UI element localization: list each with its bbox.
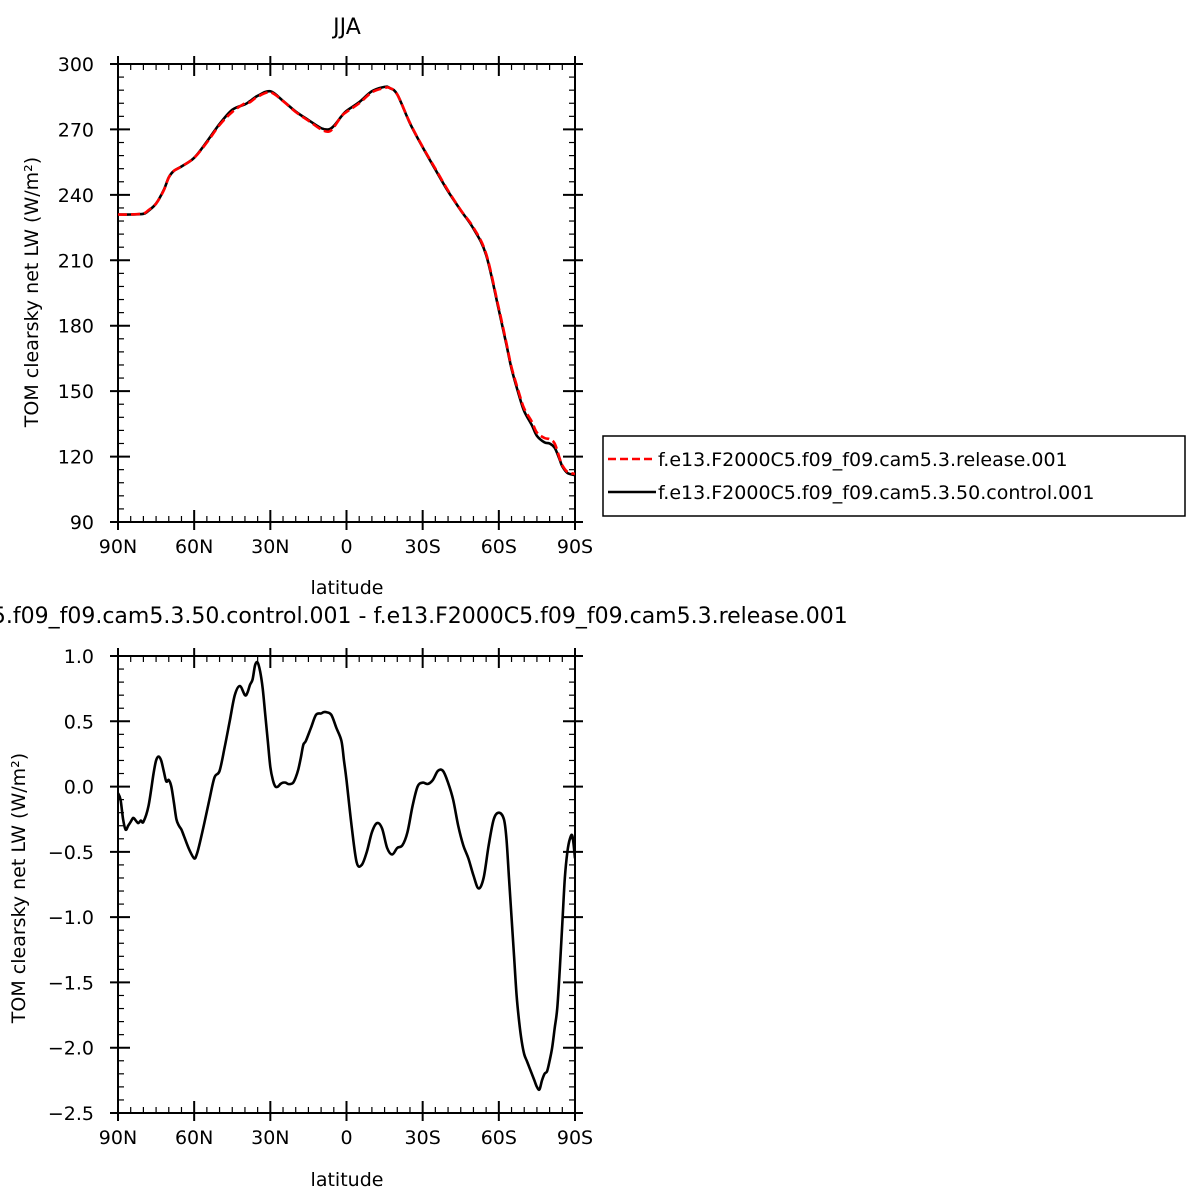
x-tick-label: 60N: [175, 1127, 213, 1149]
top-panel: JJA TOM clearsky net LW (W/m²) 90N 60N 30N…: [21, 15, 1186, 599]
top-y-label-text: TOM clearsky net LW (W/m²): [21, 157, 43, 428]
x-tick-label: 0: [340, 536, 352, 558]
bottom-y-label-text: TOM clearsky net LW (W/m²): [8, 753, 30, 1024]
x-tick-label: 30N: [251, 1127, 289, 1149]
series-line-1: [118, 85, 575, 477]
top-plot-area: 90N 60N 30N 0 30S 60S 90S 90 120 150 180 210 240 270 3…: [58, 54, 593, 558]
y-tick-label: 180: [58, 316, 94, 338]
x-tick-label: 30S: [405, 536, 441, 558]
y-tick-label: 120: [58, 447, 94, 469]
x-tick-label: 30N: [251, 536, 289, 558]
legend-label-release: f.e13.F2000C5.f09_f09.cam5.3.release.001: [658, 449, 1068, 471]
y-tick-label: −1.5: [48, 972, 94, 994]
x-tick-label: 60S: [481, 1127, 517, 1149]
legend: f.e13.F2000C5.f09_f09.cam5.3.release.001…: [602, 435, 1186, 517]
series-line-0: [118, 660, 575, 1092]
y-tick-label: 150: [58, 381, 94, 403]
y-tick-label: 0.5: [64, 711, 94, 733]
x-tick-label: 60N: [175, 536, 213, 558]
plot-frame: [117, 655, 576, 1114]
x-tick-label: 0: [340, 1127, 352, 1149]
y-tick-label: 210: [58, 250, 94, 272]
legend-label-control: f.e13.F2000C5.f09_f09.cam5.3.50.control.…: [658, 482, 1094, 504]
y-tick-label: 1.0: [64, 646, 94, 668]
y-tick-label: −2.5: [48, 1103, 94, 1125]
x-tick-label: 90N: [99, 1127, 137, 1149]
bottom-x-label: latitude: [311, 1169, 384, 1191]
y-tick-label: 240: [58, 185, 94, 207]
y-tick-label: −1.0: [48, 907, 94, 929]
x-tick-label: 60S: [481, 536, 517, 558]
top-x-label: latitude: [311, 577, 384, 599]
legend-box: [602, 435, 1186, 517]
plot-frame: [117, 63, 576, 523]
y-tick-label: 0.0: [64, 777, 94, 799]
bottom-panel: f.e13.F2000C5.f09_f09.cam5.3.50.control.…: [0, 604, 848, 1191]
bottom-y-label: TOM clearsky net LW (W/m²): [8, 753, 30, 1024]
x-tick-label: 90S: [557, 536, 593, 558]
y-tick-label: 90: [70, 512, 94, 534]
y-tick-label: 270: [58, 119, 94, 141]
y-tick-label: −0.5: [48, 842, 94, 864]
x-tick-label: 90N: [99, 536, 137, 558]
y-tick-label: −2.0: [48, 1038, 94, 1060]
top-y-label: TOM clearsky net LW (W/m²): [21, 157, 43, 428]
y-tick-label: 300: [58, 54, 94, 76]
top-title: JJA: [331, 15, 361, 40]
bottom-plot-area: 90N 60N 30N 0 30S 60S 90S 1.0 0.5 0.0 −0.5 −1.0 −1.5…: [48, 646, 593, 1149]
bottom-title: f.e13.F2000C5.f09_f09.cam5.3.50.control.…: [0, 604, 848, 629]
series-line-0: [118, 86, 575, 476]
x-tick-label: 30S: [405, 1127, 441, 1149]
x-tick-label: 90S: [557, 1127, 593, 1149]
